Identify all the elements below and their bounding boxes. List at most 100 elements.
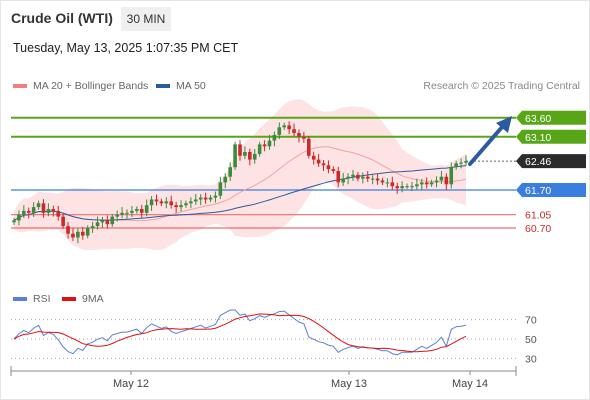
legend-ma20: MA 20 + Bollinger Bands bbox=[13, 80, 148, 92]
candle bbox=[464, 155, 468, 167]
forecast-arrow bbox=[468, 116, 512, 166]
legend-9ma: 9MA bbox=[62, 293, 104, 305]
candle bbox=[243, 146, 247, 160]
candle bbox=[135, 206, 139, 214]
candle bbox=[80, 226, 85, 240]
candle bbox=[248, 148, 252, 166]
candle bbox=[90, 221, 95, 233]
interval-badge[interactable]: 30 MIN bbox=[121, 7, 171, 31]
candle bbox=[164, 197, 169, 209]
candle bbox=[331, 166, 336, 174]
candle bbox=[370, 175, 375, 185]
candle bbox=[282, 122, 287, 130]
candle bbox=[184, 200, 188, 208]
candle bbox=[36, 200, 41, 210]
candle bbox=[400, 181, 404, 193]
rsi-tick-label: 70 bbox=[525, 315, 537, 327]
candle bbox=[41, 199, 46, 218]
candle bbox=[341, 172, 345, 186]
candle bbox=[144, 199, 149, 217]
candle bbox=[410, 182, 414, 192]
level-63-60-label: 63.60 bbox=[525, 113, 551, 125]
candle bbox=[12, 217, 16, 225]
candle bbox=[252, 148, 257, 164]
candle bbox=[385, 178, 390, 188]
candle bbox=[361, 172, 365, 184]
credit-text: Research © 2025 Trading Central bbox=[423, 80, 580, 92]
timestamp: Tuesday, May 13, 2025 1:07:35 PM CET bbox=[13, 41, 239, 55]
candle bbox=[154, 194, 159, 206]
legend-rsi: RSI bbox=[13, 293, 51, 305]
candle bbox=[311, 151, 316, 165]
candle bbox=[105, 215, 110, 229]
level-61-70-tag: 61.70 bbox=[516, 183, 586, 197]
candle bbox=[356, 172, 360, 182]
candle bbox=[120, 207, 124, 219]
candle bbox=[56, 205, 61, 221]
candle bbox=[61, 213, 65, 229]
ma50-line bbox=[13, 165, 467, 221]
level-62-46-tag: 62.46 bbox=[516, 154, 586, 169]
level-63-10-tag: 63.10 bbox=[516, 129, 586, 144]
legend-9ma-swatch bbox=[62, 297, 76, 301]
candle bbox=[292, 123, 296, 137]
instrument-title: Crude Oil (WTI) bbox=[11, 10, 113, 26]
rsi-9ma-line bbox=[13, 313, 467, 353]
legend-ma20-swatch bbox=[13, 84, 27, 88]
candle bbox=[444, 173, 449, 190]
candle bbox=[459, 158, 463, 169]
x-tick-label: May 12 bbox=[113, 378, 149, 390]
candle bbox=[76, 228, 80, 244]
candle bbox=[218, 176, 223, 200]
candle bbox=[213, 191, 218, 203]
candle bbox=[174, 201, 178, 213]
candle bbox=[110, 213, 115, 227]
candle bbox=[267, 134, 272, 150]
x-tick-label: May 14 bbox=[452, 378, 488, 390]
candle bbox=[46, 203, 51, 217]
candle bbox=[316, 153, 321, 167]
candle bbox=[139, 204, 144, 218]
candle bbox=[115, 210, 119, 222]
candle bbox=[380, 177, 385, 186]
candle bbox=[66, 221, 70, 239]
candle bbox=[17, 210, 21, 226]
candle bbox=[95, 216, 100, 230]
rsi-line bbox=[13, 309, 467, 356]
candle bbox=[125, 209, 129, 219]
rsi-tick-label: 50 bbox=[525, 334, 537, 346]
candle bbox=[85, 225, 90, 239]
candle bbox=[297, 129, 301, 143]
candle bbox=[238, 140, 242, 161]
candle bbox=[395, 182, 400, 194]
x-tick-label: May 13 bbox=[331, 378, 367, 390]
level-63-10-label: 63.10 bbox=[525, 132, 551, 144]
candle bbox=[130, 205, 134, 217]
legend-rsi-swatch bbox=[13, 297, 27, 301]
candle bbox=[179, 200, 183, 212]
level-61-70-label: 61.70 bbox=[525, 185, 551, 197]
candle bbox=[169, 195, 174, 209]
legend-9ma-label: 9MA bbox=[82, 293, 104, 305]
candle bbox=[449, 162, 454, 189]
legend-ma50-swatch bbox=[156, 84, 170, 88]
candle bbox=[277, 122, 282, 140]
candle bbox=[26, 207, 31, 219]
candle bbox=[326, 160, 331, 174]
candle bbox=[203, 192, 208, 204]
candle bbox=[51, 205, 56, 217]
candle bbox=[287, 121, 291, 135]
candle bbox=[302, 131, 306, 143]
level-62-46-label: 62.46 bbox=[525, 156, 551, 168]
candle bbox=[415, 178, 419, 190]
candle bbox=[351, 169, 355, 181]
legend-ma50: MA 50 bbox=[156, 80, 206, 92]
candle bbox=[321, 159, 326, 171]
candle bbox=[22, 205, 26, 219]
candle bbox=[228, 162, 232, 181]
level-63-60-tag: 63.60 bbox=[516, 110, 586, 125]
candle bbox=[233, 141, 237, 170]
candle bbox=[159, 198, 164, 206]
candle bbox=[193, 193, 198, 205]
